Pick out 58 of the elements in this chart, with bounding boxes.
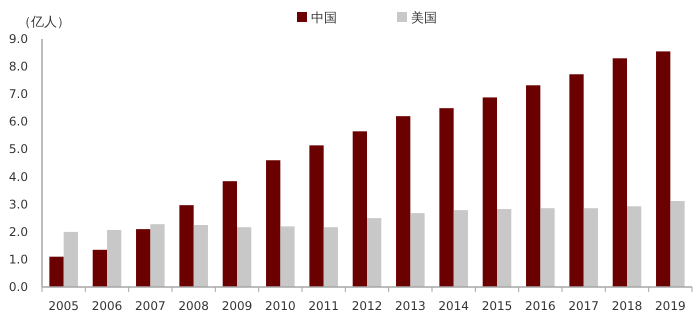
x-tick-label: 2013	[395, 299, 426, 313]
x-tick-label: 2011	[308, 299, 339, 313]
bar	[49, 256, 64, 287]
bar	[92, 250, 107, 287]
x-tick-label: 2005	[48, 299, 79, 313]
bar	[194, 225, 208, 287]
y-tick-label: 9.0	[8, 32, 28, 46]
y-tick-label: 7.0	[8, 87, 28, 102]
x-tick-label: 2016	[525, 299, 556, 313]
bar	[540, 208, 555, 287]
x-tick-label: 2007	[135, 299, 166, 313]
x-tick-label: 2018	[612, 299, 642, 313]
y-tick-label: 0.0	[8, 280, 28, 294]
legend-label: 中国	[311, 11, 337, 26]
bar	[150, 224, 165, 287]
y-axis-title: （亿人）	[18, 15, 70, 30]
bar	[107, 230, 122, 287]
y-tick-label: 8.0	[8, 60, 28, 74]
bar	[280, 226, 295, 287]
bar	[136, 229, 150, 287]
x-tick-label: 2012	[352, 299, 382, 313]
bar	[526, 85, 540, 287]
y-tick-label: 5.0	[8, 142, 28, 156]
x-tick-label: 2006	[92, 299, 122, 313]
y-tick-label: 4.0	[8, 170, 28, 184]
bar	[439, 108, 454, 287]
bar	[179, 205, 194, 287]
bar	[309, 145, 324, 287]
x-tick-label: 2014	[438, 299, 469, 313]
x-tick-label: 2008	[178, 299, 209, 313]
bar	[612, 58, 627, 287]
bar	[410, 213, 425, 287]
bar	[497, 209, 512, 287]
bar	[64, 232, 78, 287]
bar	[482, 97, 497, 287]
bar	[266, 160, 280, 287]
bar	[352, 131, 367, 287]
x-tick-label: 2017	[568, 299, 599, 313]
x-tick-label: 2019	[655, 299, 686, 313]
bar	[324, 227, 338, 287]
y-tick-label: 1.0	[8, 252, 28, 266]
bar	[656, 51, 670, 287]
bar	[454, 210, 468, 287]
y-tick-label: 2.0	[8, 224, 28, 239]
bar	[584, 208, 598, 287]
bar	[670, 201, 685, 287]
x-tick-label: 2015	[482, 299, 512, 313]
x-tick-label: 2009	[222, 299, 252, 313]
bar	[222, 181, 237, 287]
bar	[627, 206, 642, 287]
bar	[396, 116, 410, 287]
bar	[237, 227, 252, 287]
bar	[569, 74, 584, 287]
y-tick-label: 3.0	[8, 197, 28, 212]
bar	[367, 218, 382, 287]
y-tick-label: 6.0	[8, 114, 28, 129]
x-tick-label: 2010	[265, 299, 296, 313]
legend-label: 美国	[411, 10, 437, 26]
